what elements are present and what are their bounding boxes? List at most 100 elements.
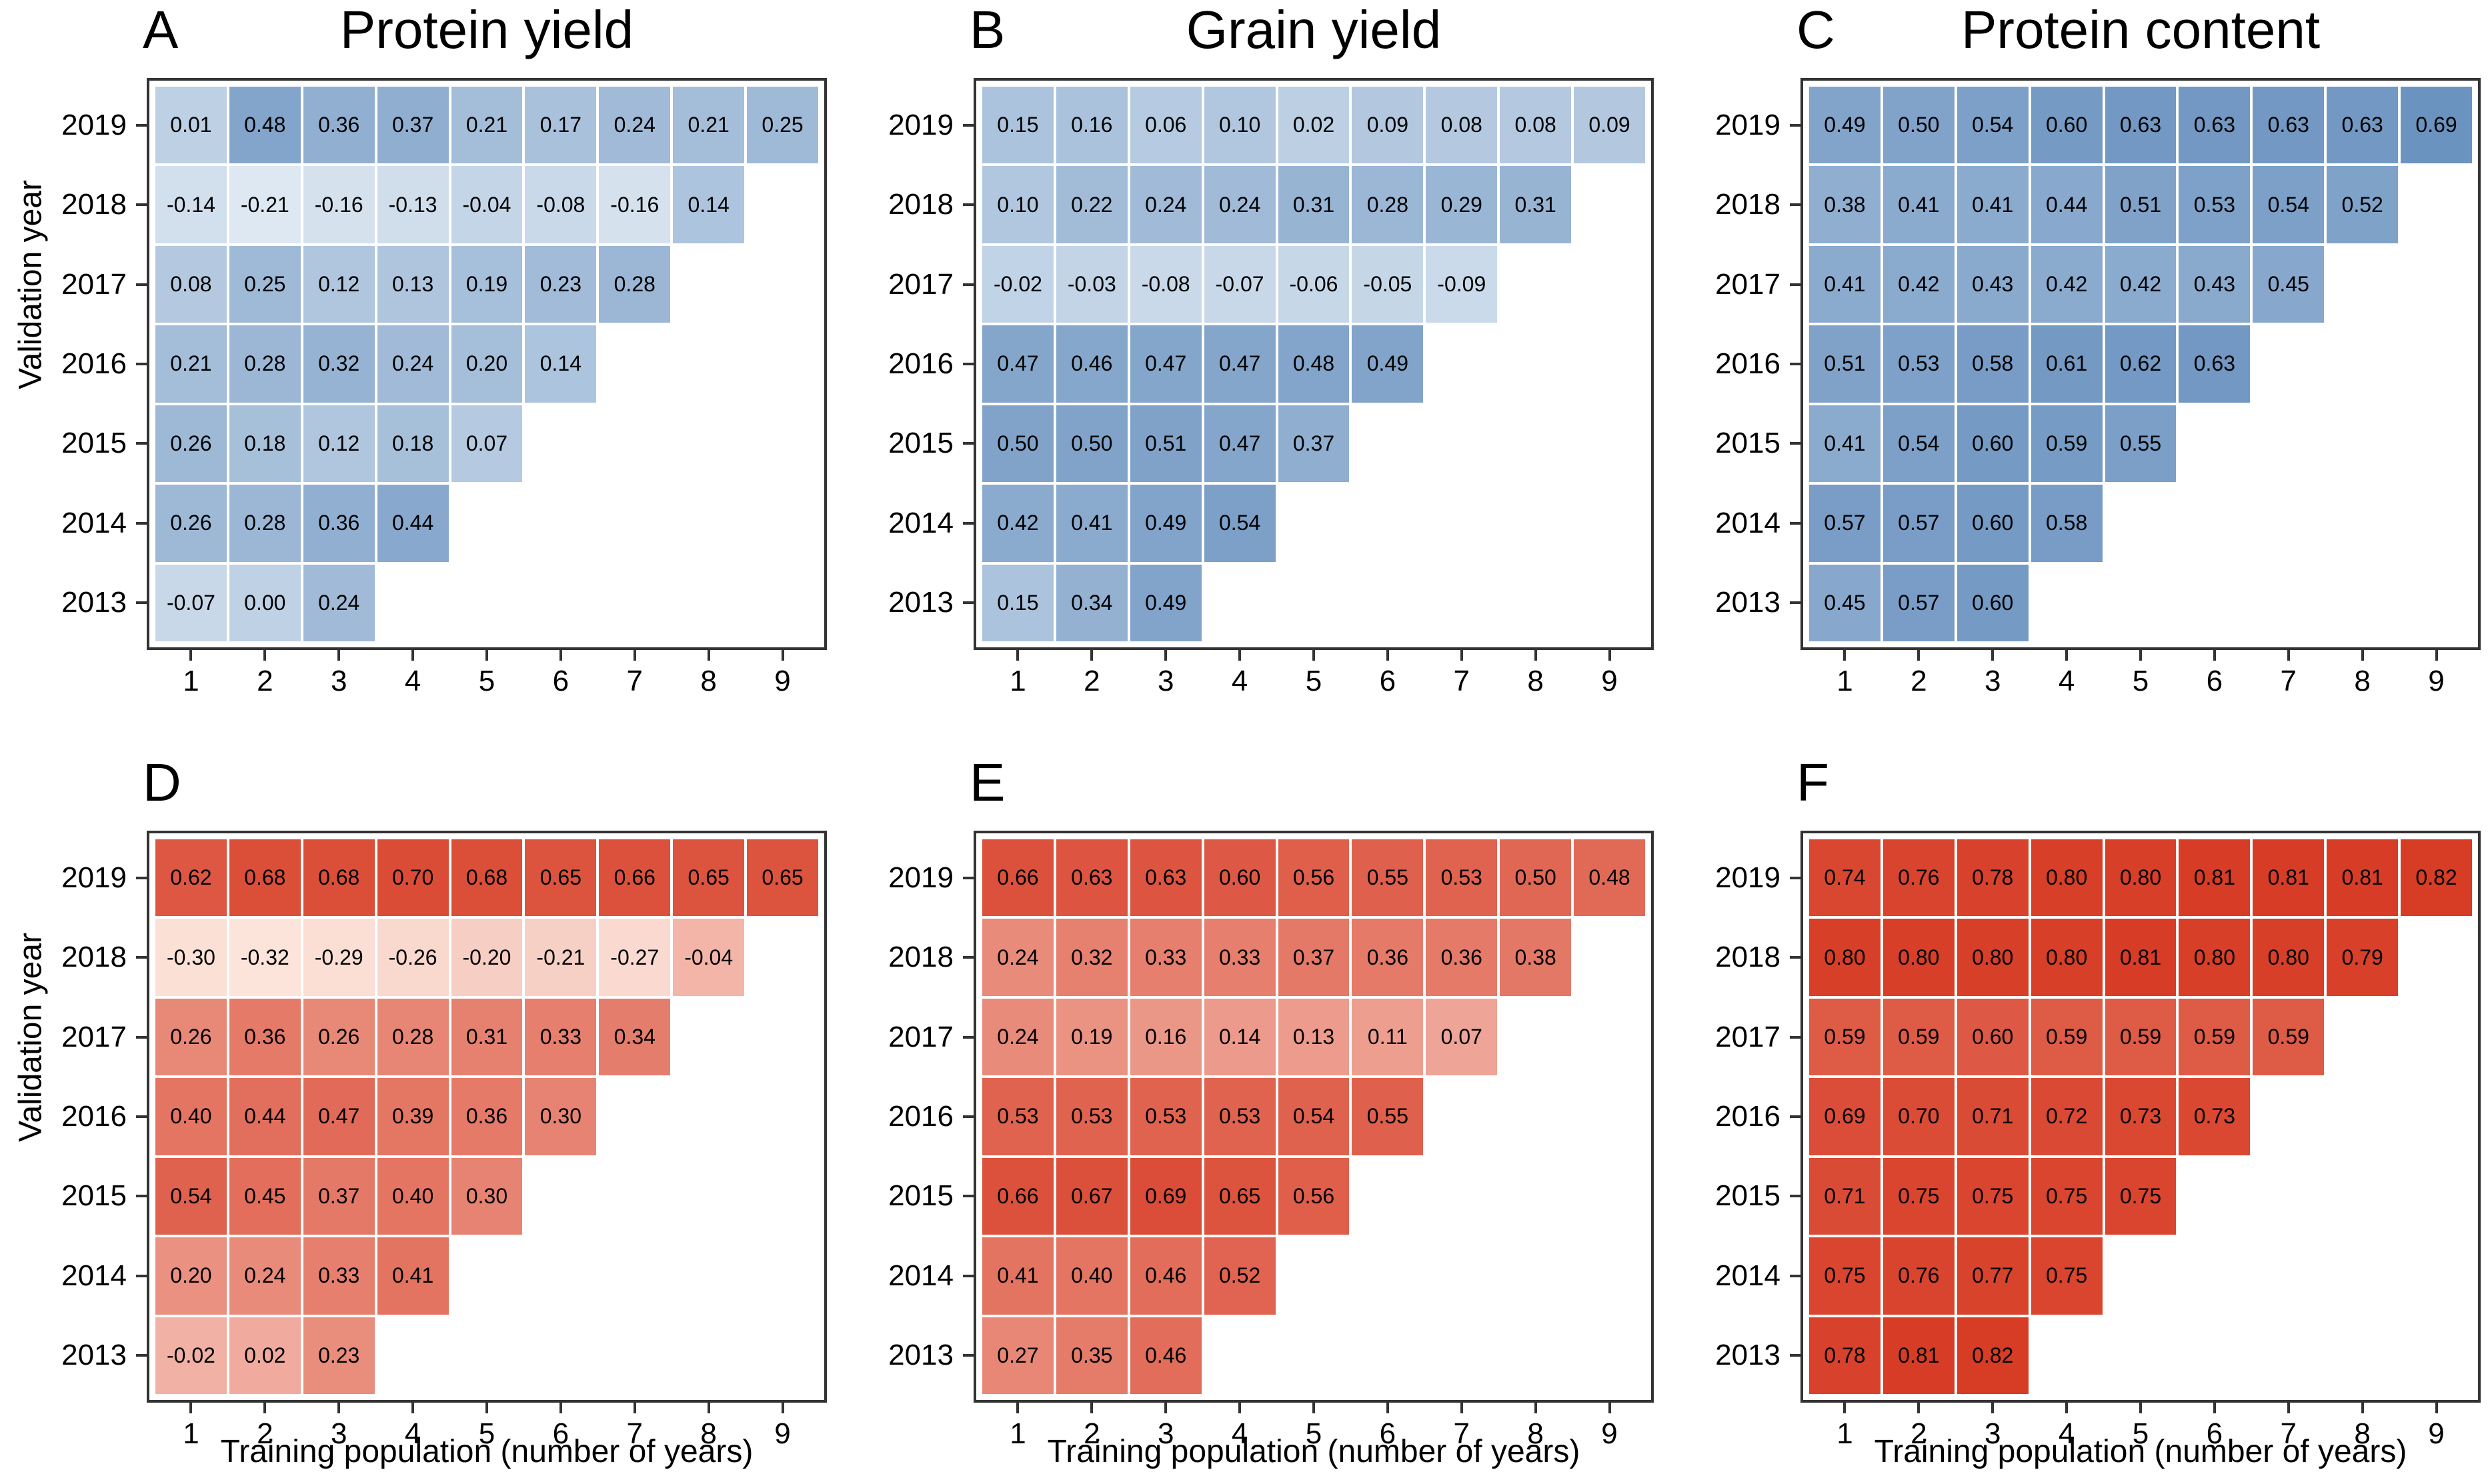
heatmap-cell: 0.73 (2177, 1077, 2252, 1157)
y-tick-label: 2019 (888, 108, 954, 141)
x-tick (2065, 650, 2069, 661)
y-tick (136, 123, 147, 127)
heatmap-cell: 0.32 (301, 324, 376, 404)
heatmap-cell: 0.07 (1424, 997, 1499, 1077)
y-tick (136, 1354, 147, 1357)
x-tick-label: 9 (774, 1417, 791, 1450)
x-tick (337, 650, 341, 661)
y-tick (1790, 601, 1800, 605)
x-tick-label: 2 (1084, 665, 1100, 697)
x-tick (781, 650, 784, 661)
heatmap-cell: 0.41 (1881, 165, 1956, 245)
heatmap-cell: 0.57 (1881, 563, 1956, 643)
heatmap-cell: -0.02 (981, 244, 1055, 325)
heatmap-cell: 0.47 (981, 324, 1055, 404)
heatmap-cell: 0.14 (523, 324, 598, 404)
x-tick-label: 7 (1453, 665, 1470, 697)
heatmap-cell: 0.71 (1808, 1156, 1882, 1237)
heatmap-cell: 0.25 (227, 244, 302, 325)
heatmap-cell: 0.08 (1424, 85, 1499, 165)
x-tick-label: 5 (478, 665, 495, 697)
x-tick-label: 7 (2280, 665, 2297, 697)
x-tick (1917, 650, 1921, 661)
x-tick (1534, 650, 1537, 661)
y-tick (963, 1115, 974, 1118)
y-tick-label: 2018 (61, 188, 127, 221)
heatmap-cell: 0.01 (154, 85, 228, 165)
y-tick-label: 2019 (61, 108, 127, 141)
y-tick (136, 601, 147, 605)
x-tick (1312, 1403, 1315, 1413)
y-tick-label: 2017 (61, 1020, 127, 1053)
y-tick (963, 1195, 974, 1198)
heatmap-cell: 0.26 (154, 403, 228, 484)
heatmap-cell: 0.61 (2029, 324, 2104, 404)
y-tick (136, 442, 147, 445)
x-tick (2287, 1403, 2290, 1413)
x-tick-label: 5 (478, 1417, 495, 1450)
y-tick (1790, 1115, 1800, 1118)
heatmap-panel: 0.74 0.76 0.78 0.80 0.80 0.81 0.81 0.81 0.82 0.80… (1800, 831, 2481, 1403)
y-tick-label: 2016 (61, 347, 127, 380)
heatmap-cell: 0.07 (449, 403, 524, 484)
y-tick-label: 2018 (1715, 188, 1780, 221)
heatmap-cell: 0.24 (597, 85, 672, 165)
y-tick (136, 876, 147, 879)
x-tick (707, 650, 710, 661)
heatmap-cell: 0.44 (227, 1077, 302, 1157)
heatmap-cell: 0.08 (1498, 85, 1573, 165)
heatmap-cell: 0.80 (2251, 917, 2326, 997)
heatmap-cell: 0.24 (1128, 165, 1203, 245)
heatmap-cell: 0.65 (523, 838, 598, 918)
heatmap-cell: 0.21 (672, 85, 746, 165)
heatmap-cell: 0.30 (449, 1156, 524, 1237)
heatmap-cell: 0.75 (1955, 1156, 2030, 1237)
heatmap-cell: 0.35 (1054, 1315, 1129, 1395)
x-tick (189, 1403, 193, 1413)
heatmap-cell: 0.26 (301, 997, 376, 1077)
heatmap-cell: 0.24 (375, 324, 450, 404)
heatmap-cell: 0.58 (1955, 324, 2030, 404)
heatmap-cell: 0.15 (981, 85, 1055, 165)
heatmap-cell: -0.16 (301, 165, 376, 245)
y-tick-label: 2017 (888, 267, 954, 301)
heatmap-cell: 0.19 (1054, 997, 1129, 1077)
heatmap-cell: 0.45 (2251, 244, 2326, 325)
heatmap-cell: 0.80 (1808, 917, 1882, 997)
y-tick-label: 2013 (1715, 586, 1780, 619)
heatmap-cell: 0.49 (1808, 85, 1882, 165)
y-tick (1790, 363, 1800, 365)
heatmap-cell: 0.77 (1955, 1236, 2030, 1316)
heatmap-cell: -0.07 (1202, 244, 1277, 325)
heatmap-cell: 0.49 (1128, 483, 1203, 563)
y-tick-label: 2017 (61, 267, 127, 301)
heatmap-cell: -0.14 (154, 165, 228, 245)
heatmap-panel: 0.66 0.63 0.63 0.60 0.56 0.55 0.53 0.50 0.48 0.24… (974, 831, 1654, 1403)
y-tick-label: 2013 (888, 1339, 954, 1372)
heatmap-cell: 0.63 (2251, 85, 2326, 165)
heatmap-cell: 0.10 (981, 165, 1055, 245)
heatmap-cell: -0.26 (375, 917, 450, 997)
x-tick-label: 9 (774, 665, 791, 697)
heatmap-cell: 0.72 (2029, 1077, 2104, 1157)
x-tick-label: 2 (1911, 1417, 1927, 1450)
x-tick-label: 7 (1453, 1417, 1470, 1450)
heatmap-cell: -0.03 (1054, 244, 1129, 325)
heatmap-cell: 0.60 (1955, 483, 2030, 563)
y-tick (963, 1274, 974, 1277)
y-tick (1790, 1274, 1800, 1277)
heatmap-cell: 0.51 (1808, 324, 1882, 404)
x-tick-label: 6 (552, 665, 569, 697)
x-tick (411, 1403, 415, 1413)
heatmap-cell: 0.70 (1881, 1077, 1956, 1157)
x-tick (2361, 650, 2364, 661)
y-tick-label: 2015 (1715, 427, 1780, 460)
heatmap-cell: 0.63 (1054, 838, 1129, 918)
heatmap-cell: 0.27 (981, 1315, 1055, 1395)
y-tick-label: 2013 (61, 1339, 127, 1372)
heatmap-cell: 0.53 (1424, 838, 1499, 918)
heatmap-cell: 0.40 (1054, 1236, 1129, 1316)
x-tick (1238, 1403, 1242, 1413)
panel-letter: A (143, 0, 179, 59)
heatmap-cell: 0.49 (1350, 324, 1425, 404)
